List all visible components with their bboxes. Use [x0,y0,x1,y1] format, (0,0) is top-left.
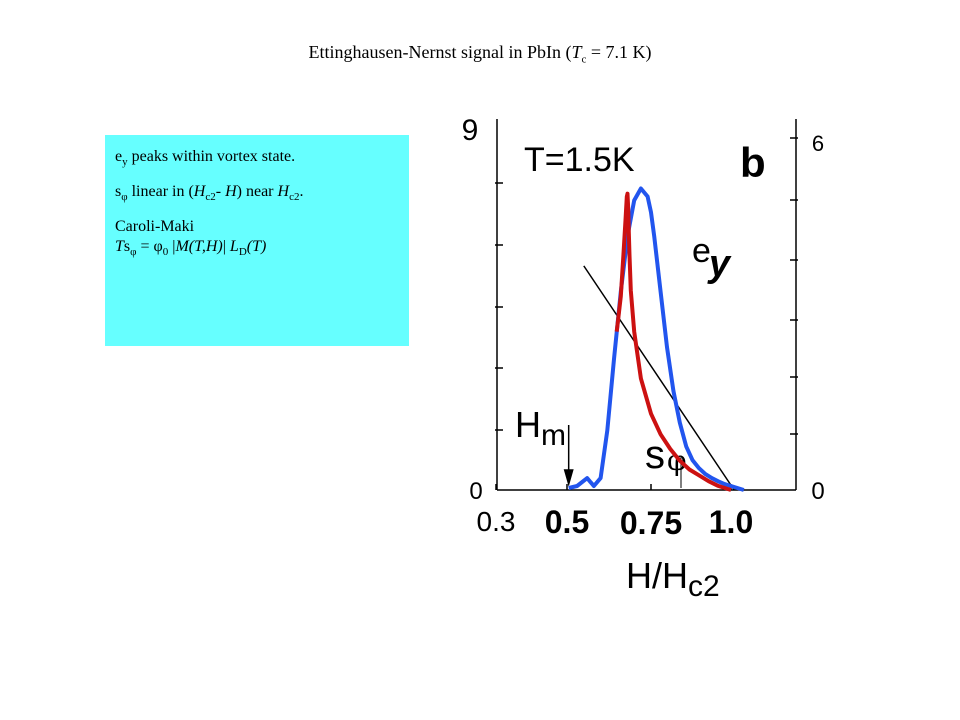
hm-arrow [563,425,574,487]
x-tick-label-3: 1.0 [709,504,753,540]
x-tick-label-2: 0.75 [620,505,682,541]
ey-label: ey [692,232,732,285]
left-tick-label-bottom: 0 [469,478,482,505]
hm-arrow-head [563,469,574,487]
right-tick-label-top: 6 [812,131,824,156]
ey-series-line [568,186,745,492]
notes-box: ey peaks within vortex state. sφ linear … [105,135,409,346]
hm-label: Hm [515,404,566,452]
slide-title: Ettinghausen-Nernst signal in PbIn (Tc =… [308,42,652,66]
plot-frame [496,119,797,491]
note-line-formula: Tsφ = φ0 |M(T,H)| LD(T) [115,237,267,259]
panel-label: b [740,139,766,186]
note-line-caroli-maki: Caroli-Maki [115,217,195,235]
x-axis-label: H/Hc2 [626,555,720,603]
note-line-sphi: sφ linear in (Hc2- H) near Hc2. [115,182,304,204]
linear-fit-line [583,265,735,491]
right-tick-label-bottom: 0 [811,478,824,505]
x-tick-label-0: 0.3 [477,506,516,537]
left-tick-label-top: 9 [462,114,479,147]
note-line-ey: ey peaks within vortex state. [115,148,296,169]
temperature-label: T=1.5K [524,141,635,179]
x-tick-label-1: 0.5 [545,504,589,540]
sphi-series-line [614,191,732,492]
minor-ticks [495,137,798,490]
